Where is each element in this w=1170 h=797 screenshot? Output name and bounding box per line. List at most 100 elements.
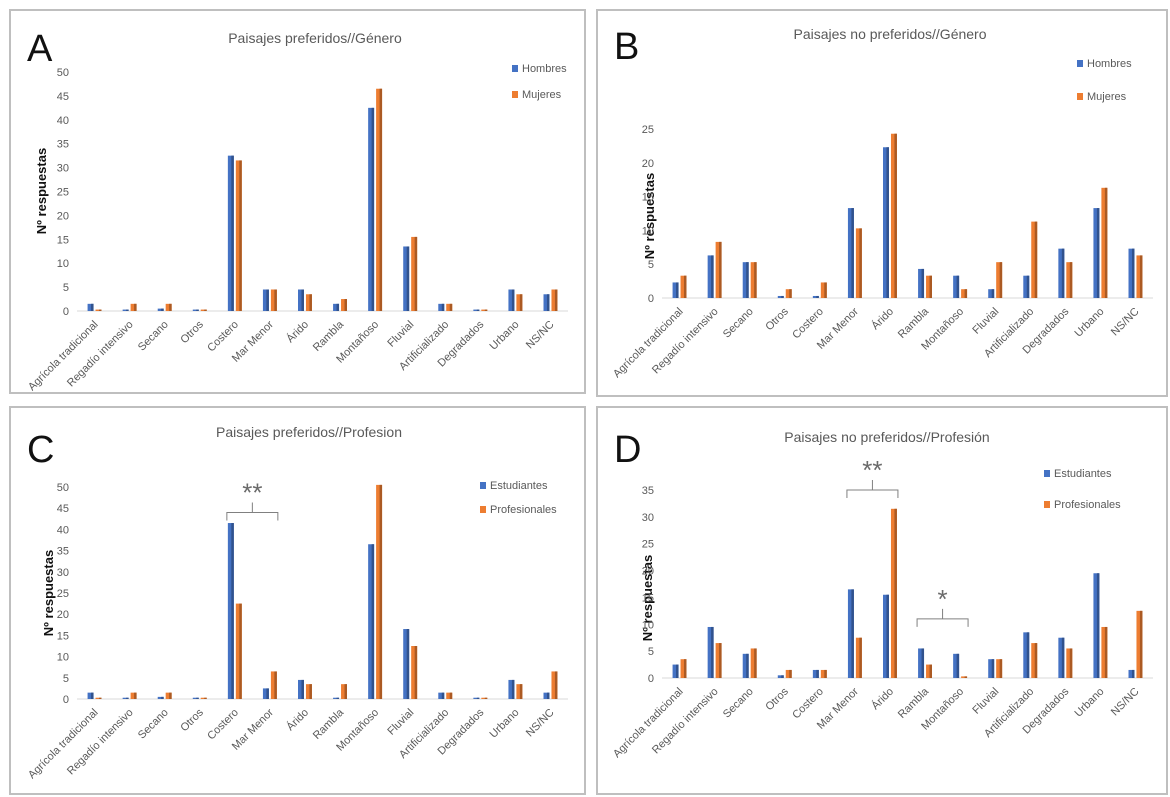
bar-mujeres [270, 289, 277, 311]
bar-side-mujeres [929, 275, 932, 298]
y-tick-label: 25 [57, 187, 69, 199]
legend-label: Hombres [1087, 58, 1132, 70]
y-tick-label: 30 [642, 512, 654, 524]
bar-side-mujeres [484, 309, 488, 311]
bar-hombres [707, 255, 714, 298]
bar-estudiantes [87, 692, 94, 699]
bar-hombres [122, 309, 129, 311]
bar-estudiantes [918, 648, 925, 678]
bar-side-hombres [196, 309, 199, 311]
bar-side-mujeres [169, 303, 172, 311]
x-tick-label: Costero [790, 686, 826, 722]
bar-side-profesionales [964, 676, 968, 678]
bar-side-mujeres [1069, 262, 1073, 298]
bar-side-hombres [301, 289, 304, 311]
bar-side-hombres [406, 246, 410, 311]
significance-bracket [226, 502, 279, 521]
bar-side-hombres [851, 208, 854, 298]
bar-estudiantes [157, 696, 164, 699]
significance-marker: * [938, 584, 948, 614]
bar-side-hombres [991, 289, 995, 298]
bar-side-mujeres [894, 133, 897, 298]
bar-side-mujeres [204, 309, 207, 311]
x-tick-label: Urbano [1073, 686, 1107, 720]
bar-estudiantes [672, 664, 679, 678]
bar-profesionales [341, 684, 347, 699]
y-tick-label: 25 [642, 539, 654, 551]
y-axis-label: Nº respuestas [642, 173, 657, 259]
bar-side-profesionales [239, 603, 242, 699]
y-tick-label: 45 [57, 91, 69, 103]
bar-mujeres [481, 309, 488, 311]
bar-hombres [1093, 208, 1100, 298]
y-tick-label: 40 [57, 524, 69, 536]
x-tick-label: Árido [284, 318, 311, 345]
bar-side-hombres [161, 308, 164, 311]
bar-estudiantes [847, 589, 854, 678]
bar-side-hombres [476, 309, 480, 311]
bar-side-profesionales [999, 659, 1003, 678]
bar-hombres [953, 275, 960, 298]
bar-estudiantes [298, 679, 304, 699]
bar-profesionales [750, 648, 757, 678]
bar-side-mujeres [683, 275, 687, 298]
legend-label: Mujeres [1087, 91, 1127, 103]
y-tick-label: 10 [642, 225, 654, 237]
y-tick-label: 35 [642, 485, 654, 497]
bar-side-hombres [1061, 248, 1065, 298]
bar-hombres [368, 107, 375, 311]
bar-side-estudiantes [711, 626, 714, 678]
bar-profesionales [200, 697, 207, 699]
bar-hombres [777, 295, 784, 298]
bar-mujeres [516, 294, 523, 311]
y-tick-label: 25 [642, 124, 654, 136]
bar-side-mujeres [98, 309, 102, 311]
bar-profesionales [235, 603, 242, 699]
bar-side-hombres [886, 147, 889, 298]
bar-mujeres [200, 309, 207, 311]
y-tick-label: 0 [648, 673, 654, 685]
bar-side-profesionales [1104, 626, 1108, 678]
bar-profesionales [446, 692, 453, 699]
bar-hombres [543, 294, 550, 311]
bar-side-hombres [1026, 275, 1030, 298]
bar-side-hombres [711, 255, 714, 298]
bar-side-estudiantes [126, 697, 129, 699]
bar-side-profesionales [134, 692, 137, 699]
chart-title: Paisajes no preferidos//Género [794, 26, 987, 42]
bar-estudiantes [368, 544, 375, 699]
bar-side-estudiantes [746, 653, 749, 678]
y-tick-label: 50 [57, 482, 69, 494]
bar-side-profesionales [519, 684, 523, 699]
bar-side-estudiantes [161, 696, 164, 699]
bar-side-profesionales [414, 646, 418, 699]
bar-profesionales [1031, 643, 1038, 678]
x-tick-label: NS/NC [524, 707, 557, 740]
y-tick-label: 20 [642, 566, 654, 578]
bar-side-hombres [781, 295, 784, 298]
bar-hombres [227, 155, 234, 311]
bar-hombres [192, 309, 199, 311]
y-tick-label: 30 [57, 567, 69, 579]
panel-d: D Paisajes no preferidos//Profesión Nº re… [596, 406, 1168, 795]
x-tick-label: NS/NC [1109, 686, 1142, 719]
bar-estudiantes [742, 653, 749, 678]
x-tick-label: Secano [721, 306, 756, 341]
bar-side-mujeres [239, 160, 242, 311]
bar-side-mujeres [344, 299, 347, 311]
bar-hombres [1128, 248, 1135, 298]
bar-side-mujeres [1034, 221, 1038, 298]
legend-label: Profesionales [1054, 499, 1121, 511]
bar-side-estudiantes [921, 648, 925, 678]
bar-side-estudiantes [441, 692, 445, 699]
bar-mujeres [680, 275, 687, 298]
bar-side-profesionales [789, 669, 792, 678]
bar-profesionales [1101, 626, 1108, 678]
y-tick-label: 20 [57, 210, 69, 222]
bar-side-estudiantes [1096, 573, 1100, 678]
x-tick-label: Fluvial [970, 306, 1001, 337]
bar-mujeres [1066, 262, 1073, 298]
panel-letter: D [614, 429, 641, 471]
bar-side-hombres [441, 303, 445, 311]
bar-side-hombres [921, 268, 925, 298]
